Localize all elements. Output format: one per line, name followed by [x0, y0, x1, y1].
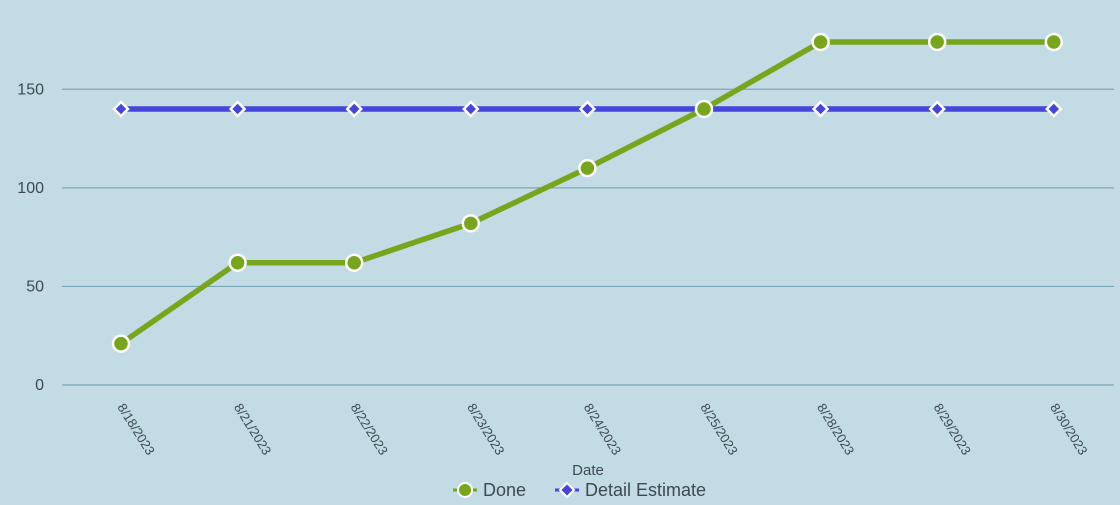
- data-point-circle[interactable]: [344, 253, 364, 273]
- legend-circle-icon: [457, 482, 473, 498]
- data-point-diamond[interactable]: [345, 100, 363, 118]
- data-point-diamond[interactable]: [462, 100, 480, 118]
- data-point-diamond[interactable]: [578, 100, 597, 118]
- x-tick-label: 8/22/2023: [348, 401, 391, 458]
- data-point-circle[interactable]: [111, 334, 131, 353]
- legend-label: Done: [483, 480, 526, 500]
- data-point-circle[interactable]: [1044, 32, 1064, 52]
- y-tick-label: 0: [35, 377, 44, 394]
- x-axis-ticks: 8/18/2023 8/21/2023 8/22/2023 8/23/2023 8/24…: [114, 401, 1090, 458]
- data-point-circle[interactable]: [927, 32, 947, 52]
- data-point-diamond[interactable]: [928, 100, 946, 118]
- data-point-diamond[interactable]: [1045, 100, 1063, 118]
- y-tick-label: 150: [17, 81, 44, 98]
- y-tick-label: 50: [26, 278, 44, 295]
- data-point-diamond[interactable]: [228, 100, 247, 118]
- data-point-diamond[interactable]: [112, 100, 130, 118]
- data-point-circle[interactable]: [228, 253, 247, 273]
- data-point-diamond[interactable]: [811, 100, 830, 118]
- x-tick-label: 8/30/2023: [1047, 401, 1090, 458]
- y-tick-label: 100: [17, 180, 44, 197]
- x-tick-label: 8/23/2023: [464, 401, 507, 458]
- x-tick-label: 8/21/2023: [231, 401, 274, 458]
- x-tick-label: 8/28/2023: [814, 401, 857, 458]
- x-axis-title: Date: [572, 462, 604, 479]
- data-point-circle[interactable]: [578, 158, 597, 178]
- x-tick-label: 8/18/2023: [114, 401, 157, 458]
- data-point-circle[interactable]: [461, 214, 481, 233]
- x-tick-label: 8/25/2023: [697, 401, 740, 458]
- series-lines: [118, 39, 1057, 347]
- x-tick-label: 8/24/2023: [581, 401, 624, 458]
- data-point-circle[interactable]: [694, 99, 714, 119]
- legend-diamond-icon: [558, 481, 576, 499]
- series-line-done: [118, 39, 1057, 347]
- gridlines: [62, 88, 1114, 386]
- x-tick-label: 8/29/2023: [931, 401, 974, 458]
- data-point-circle[interactable]: [811, 32, 830, 52]
- legend-label: Detail Estimate: [585, 480, 706, 500]
- y-axis-ticks: 0 50 100 150: [17, 81, 44, 394]
- legend-item-detail-estimate[interactable]: Detail Estimate: [555, 480, 706, 500]
- legend[interactable]: Done Detail Estimate: [453, 480, 706, 500]
- series-markers: [111, 32, 1064, 353]
- legend-item-done[interactable]: Done: [453, 480, 526, 500]
